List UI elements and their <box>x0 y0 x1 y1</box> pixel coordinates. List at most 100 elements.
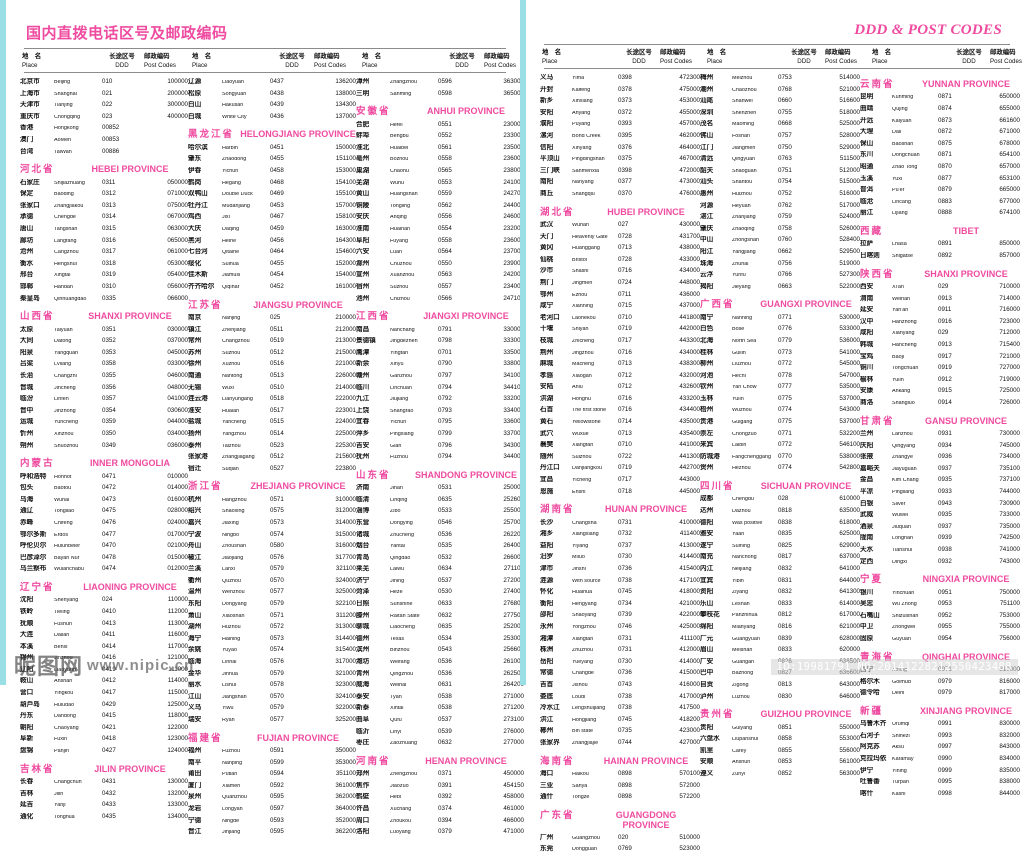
post-code: 617000 <box>839 611 860 619</box>
place-name-en: Dongying <box>390 520 413 526</box>
province-name-en: JILIN PROVINCE <box>94 763 166 774</box>
province-heading: 山东省 SHANDONG PROVINCE <box>356 470 524 481</box>
header-place-en: Place <box>192 61 208 69</box>
place-name-cn: 桂林 <box>700 348 714 356</box>
place-name-en: Wuxi <box>222 385 234 391</box>
ddd-code: 0794 <box>438 383 452 391</box>
place-name-cn: 景德镇 <box>356 337 376 345</box>
ddd-code: 0318 <box>102 259 116 267</box>
post-code: 325200 <box>335 716 356 723</box>
place-name-cn: 牡丹江 <box>188 201 208 209</box>
post-code: 337000 <box>503 429 524 437</box>
post-code: 150000 <box>335 143 356 151</box>
post-code: 511500 <box>839 155 860 163</box>
directory-row: 信阳 Xinyang 0376 464000 <box>540 144 700 156</box>
post-code: 334000 <box>503 406 524 414</box>
place-name-en: Yiyang <box>572 543 589 549</box>
place-name-en: Ankang <box>892 389 911 395</box>
ddd-code: 0573 <box>270 518 284 526</box>
place-name-en: Pingliang <box>892 489 915 495</box>
directory-row: 潍坊 Weifang 0536 261000 <box>356 658 524 670</box>
directory-row: 崇左 Chongzuo 0771 532200 <box>700 430 860 442</box>
post-code: 236000 <box>503 236 524 244</box>
directory-row: 长治 Changzhi 0355 046000 <box>20 372 188 384</box>
place-name-cn: 商洛 <box>860 398 874 406</box>
place-name-en: Hengyang <box>572 601 597 607</box>
post-code: 264000 <box>503 542 524 550</box>
directory-row: 长沙 Changsha 0731 410000 <box>540 519 700 531</box>
directory-row: 清远 Qingyuan 0763 511500 <box>700 155 860 167</box>
place-name-cn: 吴忠 <box>860 600 874 608</box>
place-name-en: Kim Chang <box>892 478 919 484</box>
ddd-code: 0888 <box>938 209 952 217</box>
post-code: 756000 <box>999 634 1020 642</box>
place-name-cn: 宿迁 <box>188 464 202 472</box>
place-name-cn: 连云港 <box>188 395 208 403</box>
place-name-cn: 松原 <box>188 89 202 97</box>
place-name-en: Golmud <box>892 679 911 685</box>
post-code: 322000 <box>335 704 356 712</box>
directory-row: 新乡 Xinxiang 0373 453000 <box>540 97 700 109</box>
province-name-en: ANHUI PROVINCE <box>426 106 505 117</box>
place-name-cn: 焦作 <box>356 781 370 789</box>
province-name-en: HEBEI PROVINCE <box>91 164 169 175</box>
province-name-en: INNER MONGOLIA <box>90 458 170 469</box>
directory-row: 益阳 Yiyang 0737 413000 <box>540 542 700 554</box>
place-name-en: Xinyang <box>572 145 592 151</box>
ddd-code: 0825 <box>778 541 792 549</box>
post-code: 411100 <box>680 634 700 642</box>
directory-row: 湖州 Huzhou 0572 313000 <box>188 623 356 635</box>
directory-row: 榆林 Yulin 0912 719000 <box>860 376 1020 388</box>
place-name-en: Kaiyuan <box>892 118 912 124</box>
place-name-en: Qingdao <box>390 555 411 561</box>
place-name-cn: 阿克苏 <box>860 743 880 751</box>
place-name-cn: 诸城 <box>356 530 370 538</box>
ddd-code: 0417 <box>102 689 116 697</box>
place-name-en: Baotou <box>54 486 72 492</box>
ddd-code: 0392 <box>438 793 452 801</box>
place-name-en: AoMen <box>54 137 72 143</box>
province-name-cn: 陕西省 <box>860 268 895 280</box>
place-name-en: Dandong <box>54 714 76 720</box>
place-name-cn: 呼伦贝尔 <box>20 542 47 550</box>
directory-row: 保山 Baoshan 0875 678000 <box>860 140 1020 152</box>
header-group: 地 名 Place 长途区号 DDD 邮政编码 Post Codes <box>707 49 872 66</box>
post-code: 024000 <box>167 518 188 526</box>
ddd-code: 0913 <box>938 294 952 302</box>
post-code: 432600 <box>679 383 700 391</box>
post-code: 277500 <box>503 611 524 619</box>
place-name-en: Baoshan <box>892 141 914 147</box>
place-name-cn: 格尔木 <box>860 677 880 685</box>
directory-row: 双鸭山 Double Duck 0469 155100 <box>188 190 356 202</box>
right-column-headers: 地 名 Place 长途区号 DDD 邮政编码 Post Codes 地 名 Place… <box>542 49 1022 66</box>
place-name-en: Aksu <box>892 745 904 751</box>
post-code: 250000 <box>503 484 524 492</box>
place-name-cn: 白山 <box>188 101 202 109</box>
post-code: 650000 <box>999 93 1020 101</box>
province-name-en: JIANGXI PROVINCE <box>423 311 509 322</box>
place-name-en: Suizhou <box>572 454 592 460</box>
directory-row: 十堰 Shiyan 0719 442000 <box>540 325 700 337</box>
place-name-en: Linqing <box>390 497 408 503</box>
place-name-cn: 钦州 <box>700 383 714 391</box>
directory-row: 深圳 Shenzhen 0755 518000 <box>700 109 860 121</box>
place-name-en: Honghu <box>572 396 591 402</box>
ddd-code: 0660 <box>778 97 792 105</box>
directory-row: 三亚 Sanya 0898 572000 <box>540 782 700 794</box>
place-name-cn: 宣州 <box>356 271 370 279</box>
place-name-en: Langfang <box>54 238 77 244</box>
post-code: 410000 <box>679 518 700 526</box>
directory-row: 朔州 Shuozhou 0349 036000 <box>20 442 188 454</box>
directory-row: 龙岩 Longyan 0597 364000 <box>188 805 356 817</box>
ddd-code: 023 <box>102 112 113 120</box>
place-name-en: Neijiang <box>732 567 752 573</box>
post-code: 830000 <box>999 720 1020 728</box>
header-ddd-en: DDD <box>455 61 469 69</box>
place-name-cn: 成都 <box>700 495 714 503</box>
ddd-code: 0766 <box>778 271 792 279</box>
place-name-cn: 江门 <box>700 143 714 151</box>
place-name-cn: 麻城 <box>540 360 554 368</box>
ddd-code: 0756 <box>778 259 792 267</box>
ddd-code: 0778 <box>778 371 792 379</box>
place-name-cn: 大庆 <box>188 224 202 232</box>
